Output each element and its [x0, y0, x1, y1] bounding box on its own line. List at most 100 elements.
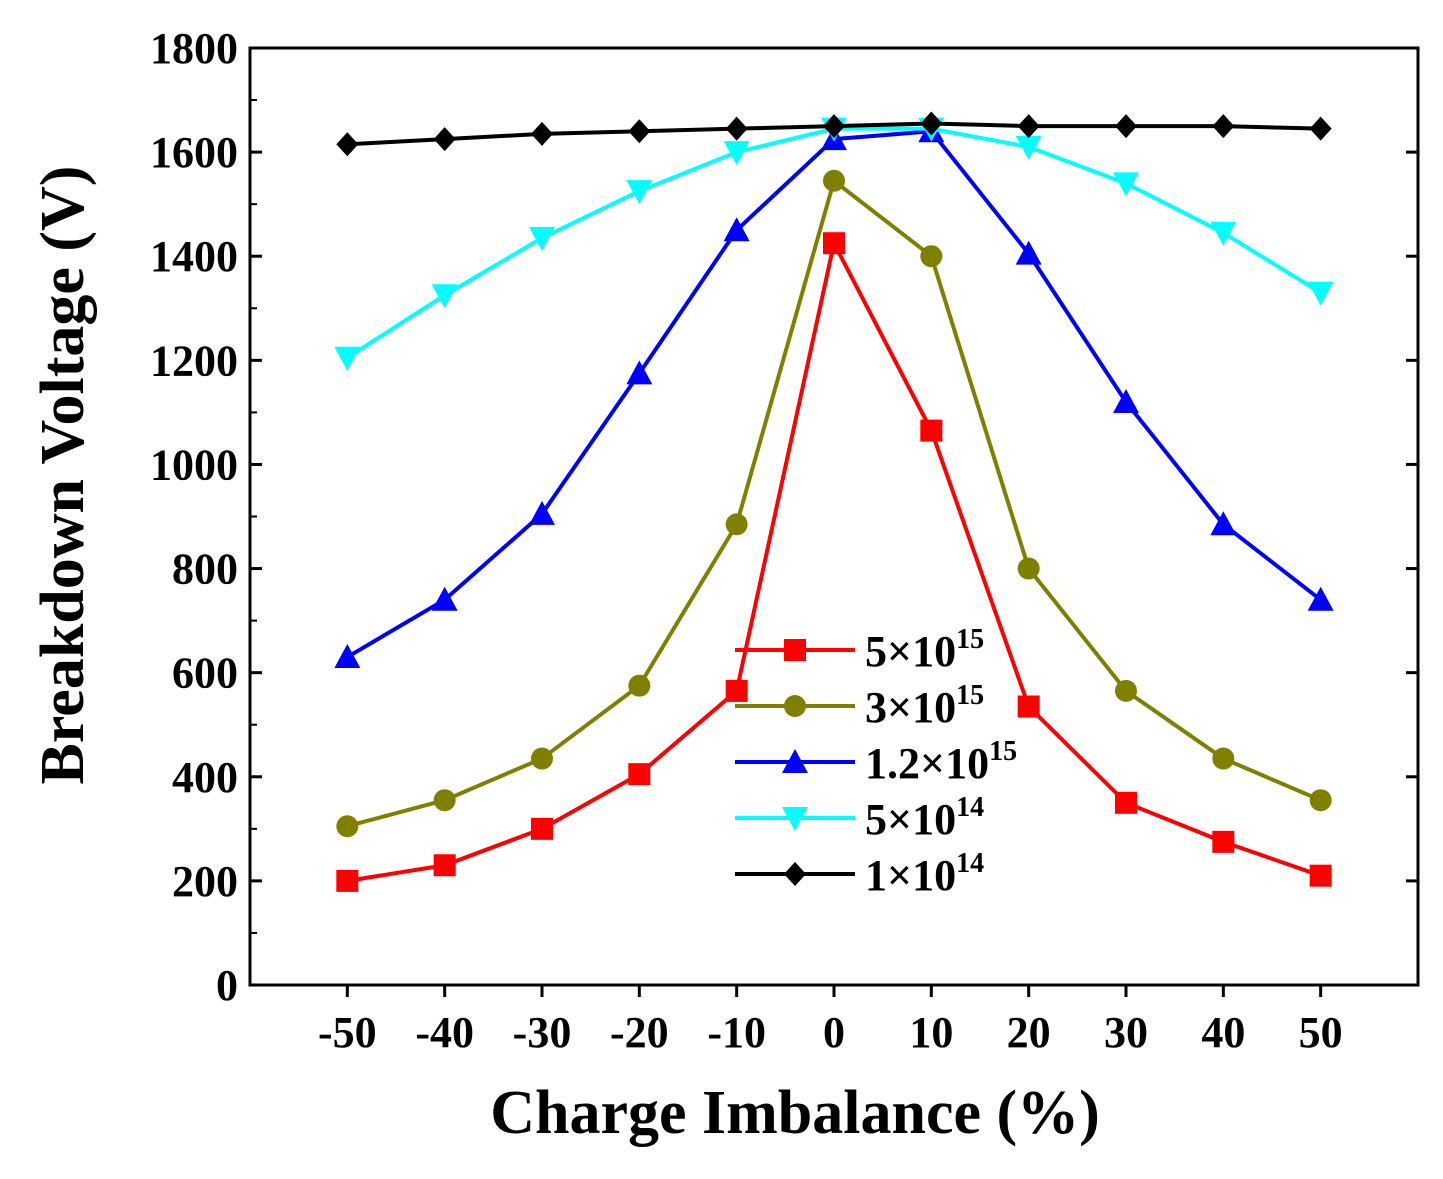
data-point [334, 346, 361, 371]
series-0 [336, 232, 1332, 892]
data-point [1307, 281, 1334, 306]
y-tick-label: 600 [172, 649, 238, 698]
series-line [346, 177, 1322, 829]
data-point [723, 217, 750, 242]
series-4 [336, 111, 1332, 157]
data-point [628, 763, 651, 786]
y-tick-label: 0 [216, 961, 238, 1010]
legend-entry: 1.2×1015 [735, 736, 1017, 788]
y-tick-label: 1400 [150, 232, 238, 281]
legend-marker [784, 695, 806, 717]
data-point [1212, 830, 1235, 853]
y-axis-title: Breakdown Voltage (V) [29, 166, 97, 785]
data-point [1210, 511, 1237, 536]
legend-label: 5×1015 [865, 624, 984, 676]
data-point [431, 586, 458, 611]
series-1 [336, 169, 1332, 838]
axis-ticks: -50 -40 -30 -20 -10 0 10 20 30 40 50 0 200 400 600 800 1… [150, 24, 1418, 1057]
data-point [1212, 747, 1235, 770]
x-tick-label: -10 [707, 1008, 766, 1057]
legend-marker [784, 639, 806, 661]
data-point [1309, 864, 1332, 887]
legend-entry: 5×1015 [735, 624, 984, 676]
data-point [1212, 114, 1235, 139]
data-point [334, 644, 361, 669]
data-point [1015, 240, 1042, 265]
data-point [433, 127, 456, 152]
legend-marker [782, 807, 808, 831]
data-point [725, 513, 748, 536]
legend-marker [782, 749, 808, 773]
data-point [723, 141, 750, 166]
data-point [725, 116, 748, 141]
data-point [336, 132, 359, 157]
data-point [626, 360, 653, 385]
x-tick-label: 50 [1299, 1008, 1343, 1057]
data-point [1113, 172, 1139, 197]
series-layer [334, 111, 1334, 892]
data-point [628, 674, 651, 697]
y-tick-label: 800 [172, 545, 238, 594]
y-tick-label: 1600 [150, 128, 238, 177]
series-line [347, 237, 1322, 883]
data-point [1210, 221, 1237, 246]
x-tick-label: 30 [1104, 1008, 1148, 1057]
data-point [920, 245, 943, 268]
data-point [823, 232, 845, 255]
x-tick-label: 20 [1007, 1008, 1051, 1057]
data-point [1309, 789, 1332, 812]
x-tick-label: -30 [513, 1008, 572, 1057]
x-tick-label: -40 [415, 1008, 474, 1057]
data-point [920, 111, 943, 136]
legend-label: 3×1015 [865, 680, 984, 732]
data-point [1115, 679, 1137, 702]
data-point [920, 419, 943, 442]
data-point [628, 119, 651, 144]
data-point [1115, 791, 1137, 814]
y-tick-label: 200 [172, 857, 238, 906]
series-2 [334, 118, 1334, 669]
data-point [1307, 586, 1334, 611]
x-axis-title: Charge Imbalance (%) [490, 1079, 1100, 1147]
x-tick-label: -50 [318, 1008, 377, 1057]
x-tick-label: 10 [909, 1008, 953, 1057]
data-point [1115, 114, 1137, 139]
legend-entry: 1×1014 [735, 848, 984, 900]
x-tick-label: 0 [823, 1008, 845, 1057]
legend-label: 1×1014 [865, 848, 984, 900]
legend-label: 1.2×1015 [865, 736, 1017, 788]
data-point [433, 789, 456, 812]
data-point [725, 679, 748, 702]
y-tick-label: 400 [172, 753, 238, 802]
data-point [336, 869, 359, 892]
data-point [626, 180, 653, 205]
data-point [1113, 388, 1139, 413]
data-point [1017, 114, 1040, 139]
data-point [1309, 116, 1332, 141]
x-tick-label: -20 [610, 1008, 669, 1057]
legend-label: 5×1014 [865, 792, 984, 844]
data-point [1015, 135, 1042, 160]
data-point [529, 500, 555, 525]
legend-marker [784, 862, 806, 886]
data-point [531, 817, 553, 840]
data-point [823, 169, 845, 192]
data-point [431, 284, 458, 309]
data-point [529, 227, 555, 252]
data-point [531, 121, 553, 146]
data-point [1017, 557, 1040, 580]
x-tick-label: 40 [1201, 1008, 1245, 1057]
data-point [823, 114, 845, 139]
legend-entry: 3×1015 [735, 680, 984, 732]
y-tick-label: 1200 [150, 336, 238, 385]
y-tick-label: 1000 [150, 440, 238, 489]
y-tick-label: 1800 [150, 24, 238, 73]
data-point [1017, 695, 1040, 718]
data-point [336, 815, 359, 838]
data-point [433, 854, 456, 877]
data-point [531, 747, 553, 770]
legend-entry: 5×1014 [735, 792, 984, 844]
